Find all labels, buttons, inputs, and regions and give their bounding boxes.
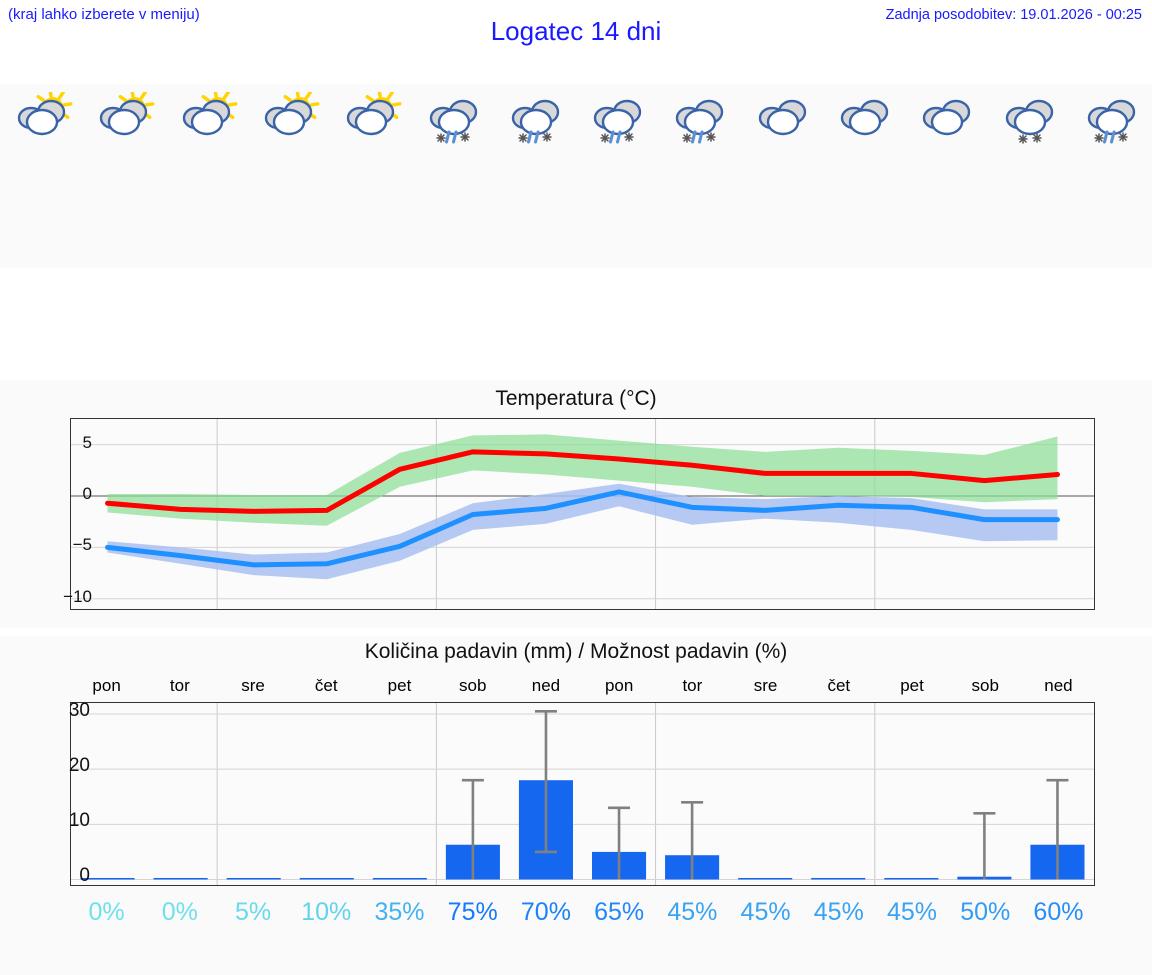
- precipitation-y-tick: 0: [79, 865, 90, 887]
- precipitation-plot-svg: [71, 703, 1094, 885]
- last-update-label: Zadnja posodobitev: 19.01.2026 - 00:25: [885, 7, 1142, 23]
- temperature-y-tick: −5: [72, 535, 92, 555]
- precipitation-plot-area: [70, 702, 1095, 886]
- rain-snow-icon: [585, 92, 649, 148]
- partly-cloudy-icon: [9, 92, 73, 148]
- cloudy-icon: [914, 92, 978, 148]
- day-column[interactable]: [576, 84, 658, 268]
- cloudy-icon: [750, 92, 814, 148]
- precipitation-probability-label: 45%: [740, 898, 791, 926]
- snow-icon: [997, 92, 1061, 148]
- partly-cloudy-icon: [174, 92, 238, 148]
- page-header: (kraj lahko izberete v meniju) Logatec 1…: [0, 0, 1152, 70]
- partly-cloudy-icon: [338, 92, 402, 148]
- precipitation-probability-label: 0%: [88, 898, 125, 926]
- rain-snow-icon: [667, 92, 731, 148]
- day-column[interactable]: [987, 84, 1069, 268]
- daily-forecast-strip: [0, 84, 1152, 268]
- precipitation-probability-label: 10%: [301, 898, 352, 926]
- precipitation-probability-label: 0%: [161, 898, 198, 926]
- precipitation-day-label: pon: [604, 676, 634, 695]
- day-column[interactable]: [329, 84, 411, 268]
- temperature-y-tick: 0: [82, 484, 92, 504]
- day-column[interactable]: [494, 84, 576, 268]
- precipitation-day-label: sob: [458, 676, 487, 695]
- temperature-plot-area: [70, 418, 1095, 610]
- temperature-chart-section: Temperatura (°C) 50−5−10 © vreme.us & vr…: [0, 380, 1152, 863]
- precipitation-day-label: sre: [753, 676, 778, 695]
- precipitation-day-label: pon: [92, 676, 121, 695]
- precipitation-day-labels: pon tor sre čet pet sob ned pon tor sre čet pet sob n…: [70, 676, 1095, 696]
- day-column[interactable]: [0, 84, 82, 268]
- precipitation-day-label: čet: [827, 676, 851, 695]
- cloudy-icon: [832, 92, 896, 148]
- precipitation-day-label: ned: [1044, 676, 1073, 695]
- precipitation-probability-label: 35%: [374, 898, 425, 926]
- precipitation-probability-row: 0% 0% 5% 10% 35% 75% 70% 65% 45% 45% 45% 45% 50% 60%: [70, 898, 1095, 927]
- location-menu-note[interactable]: (kraj lahko izberete v meniju): [8, 6, 200, 23]
- precipitation-probability-label: 65%: [594, 898, 645, 926]
- temperature-plot-svg: [71, 419, 1094, 609]
- page-title: Logatec 14 dni: [490, 16, 662, 46]
- precipitation-chart-title: Količina padavin (mm) / Možnost padavin …: [364, 640, 788, 663]
- precipitation-probability-label: 45%: [886, 898, 938, 926]
- day-column[interactable]: [411, 84, 493, 268]
- precipitation-day-label: ned: [531, 676, 561, 695]
- precipitation-probability-label: 5%: [234, 898, 272, 926]
- precipitation-day-label: tor: [682, 676, 703, 695]
- precipitation-day-label: tor: [169, 676, 190, 695]
- precipitation-y-tick: 10: [68, 810, 90, 832]
- precipitation-probability-label: 60%: [1033, 898, 1084, 926]
- day-column[interactable]: [823, 84, 905, 268]
- precipitation-y-tick: 20: [68, 755, 90, 777]
- day-column[interactable]: [247, 84, 329, 268]
- temperature-y-tick: −10: [63, 586, 92, 606]
- precipitation-day-label: čet: [314, 676, 338, 695]
- day-column[interactable]: [905, 84, 987, 268]
- precipitation-day-label: pet: [387, 676, 412, 695]
- temperature-chart-title: Temperatura (°C): [495, 387, 657, 410]
- rain-snow-icon: [1079, 92, 1143, 148]
- precipitation-probability-label: 75%: [447, 898, 498, 926]
- temperature-y-tick: 5: [82, 432, 92, 452]
- precipitation-probability-label: 50%: [960, 898, 1011, 926]
- day-column[interactable]: [165, 84, 247, 268]
- rain-snow-icon: [421, 92, 485, 148]
- partly-cloudy-icon: [91, 92, 155, 148]
- precipitation-probability-label: 45%: [813, 898, 864, 926]
- day-column[interactable]: [658, 84, 740, 268]
- precipitation-day-label: sob: [971, 676, 999, 695]
- day-column[interactable]: [1070, 84, 1152, 268]
- precipitation-day-label: sre: [241, 676, 265, 695]
- rain-snow-icon: [503, 92, 567, 148]
- precipitation-y-tick: 30: [68, 700, 90, 722]
- precipitation-probability-label: 45%: [667, 898, 718, 926]
- day-column[interactable]: [741, 84, 823, 268]
- day-column[interactable]: [82, 84, 164, 268]
- precipitation-day-label: pet: [900, 676, 924, 695]
- precipitation-chart-section: Količina padavin (mm) / Možnost padavin …: [0, 636, 1152, 975]
- partly-cloudy-icon: [256, 92, 320, 148]
- precipitation-probability-label: 70%: [520, 898, 571, 926]
